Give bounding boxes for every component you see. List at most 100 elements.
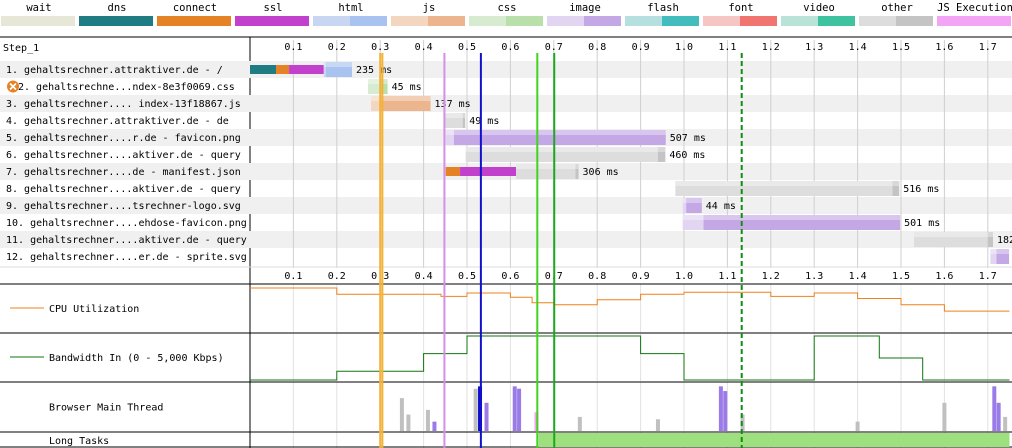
bar-highlight (368, 79, 381, 84)
x-tick-label-bottom: 0.5 (458, 271, 476, 282)
legend-label: dns (107, 2, 127, 14)
row-stripe (0, 95, 1012, 112)
request-label: 3. gehaltsrechner.... index-13f18867.js (6, 99, 241, 110)
main-thread-activity (855, 421, 860, 431)
wait-segment (445, 130, 454, 145)
request-label: 6. gehaltsrechner....aktiver.de - query (6, 150, 241, 161)
wait-segment (675, 181, 893, 196)
x-tick-label-bottom: 0.2 (328, 271, 346, 282)
error-icon-cross (9, 82, 17, 91)
panel-label: CPU Utilization (49, 304, 139, 315)
x-tick-label-top: 1.3 (805, 42, 823, 53)
legend-swatch (859, 16, 933, 26)
main-thread-activity (718, 386, 723, 431)
legend-label: flash (647, 2, 679, 14)
x-tick-label-bottom: 1.2 (762, 271, 780, 282)
legend-swatch (313, 16, 387, 26)
download-segment (453, 130, 666, 145)
download-segment (462, 113, 466, 128)
legend-item-wait: wait (0, 0, 78, 34)
wait-segment (465, 147, 658, 162)
cpu-utilization-line (250, 287, 1010, 312)
x-tick-label-top: 0.4 (415, 42, 433, 53)
main-thread-activity (473, 388, 478, 431)
main-thread-activity (406, 414, 411, 431)
main-thread-activity (399, 398, 404, 431)
legend-swatch (1, 16, 75, 26)
bar-highlight (575, 164, 579, 169)
legend-swatch (547, 16, 621, 26)
wait-segment (516, 164, 576, 179)
request-time-label: 460 ms (669, 150, 705, 161)
x-tick-label-top: 1.0 (675, 42, 693, 53)
panel-label: Browser Main Thread (49, 403, 163, 414)
request-label: 8. gehaltsrechner....aktiver.de - query (6, 184, 241, 195)
x-tick-label-bottom: 1.1 (718, 271, 736, 282)
bar-highlight (516, 164, 576, 169)
legend-label: font (728, 2, 754, 14)
x-tick-label-top: 0.2 (328, 42, 346, 53)
legend-item-image: image (546, 0, 624, 34)
request-time-label: 306 ms (583, 167, 619, 178)
request-time-label: 507 ms (670, 133, 706, 144)
ssl-segment (460, 167, 517, 176)
x-tick-label-top: 1.4 (849, 42, 867, 53)
x-tick-label-top: 1.7 (979, 42, 997, 53)
request-time-label: 137 ms (435, 99, 471, 110)
legend-item-js: js (390, 0, 468, 34)
download-segment (575, 164, 579, 179)
legend-item-flash: flash (624, 0, 702, 34)
bandwidth-in-line (250, 335, 1010, 381)
legend-label: video (803, 2, 835, 14)
row-stripe (0, 231, 1012, 248)
legend-swatch (781, 16, 855, 26)
x-tick-label-top: 0.3 (371, 42, 389, 53)
main-thread-activity (484, 402, 489, 431)
download-segment (892, 181, 900, 196)
legend-label: js (422, 2, 436, 14)
bar-highlight (465, 147, 658, 152)
main-thread-activity (432, 421, 437, 431)
step-label: Step_1 (3, 43, 39, 54)
dns-segment (250, 65, 277, 74)
x-tick-label-bottom: 1.3 (805, 271, 823, 282)
legend-swatch (157, 16, 231, 26)
request-label: 5. gehaltsrechner....r.de - favicon.png (6, 133, 241, 144)
main-thread-activity (1003, 416, 1008, 431)
legend-label: css (497, 2, 517, 14)
legend-item-html: html (312, 0, 390, 34)
wait-segment (371, 96, 381, 111)
x-tick-label-bottom: 1.5 (892, 271, 910, 282)
x-tick-label-bottom: 0.1 (284, 271, 302, 282)
bar-highlight (445, 130, 454, 135)
wait-segment (914, 232, 988, 247)
bar-highlight (462, 113, 466, 118)
download-segment (380, 79, 388, 94)
legend-item-ssl: ssl (234, 0, 312, 34)
bar-highlight (453, 130, 666, 135)
panel-label: Long Tasks (49, 436, 109, 447)
request-label: 10. gehaltsrechner....ehdose-favicon.png (6, 218, 247, 229)
legend-swatch (79, 16, 153, 26)
request-time-label: 516 ms (903, 184, 939, 195)
x-tick-label-bottom: 1.7 (979, 271, 997, 282)
request-label: 4. gehaltsrechner.attraktiver.de - de (6, 116, 229, 127)
wait-segment (368, 79, 381, 94)
x-tick-label-bottom: 0.6 (501, 271, 519, 282)
main-thread-activity (425, 409, 430, 431)
bar-highlight (380, 79, 388, 84)
ssl-segment (289, 65, 324, 74)
x-tick-label-top: 0.5 (458, 42, 476, 53)
legend-label: ssl (263, 2, 283, 14)
request-label: 11. gehaltsrechner....aktiver.de - query (6, 235, 247, 246)
long-task-block (538, 433, 1010, 447)
x-tick-label-top: 0.6 (501, 42, 519, 53)
legend-label: wait (26, 2, 52, 14)
wait-segment (323, 62, 326, 77)
main-thread-activity (655, 419, 660, 431)
download-segment (987, 232, 994, 247)
bar-highlight (443, 113, 463, 118)
bar-highlight (703, 215, 901, 220)
bar-highlight (892, 181, 900, 186)
